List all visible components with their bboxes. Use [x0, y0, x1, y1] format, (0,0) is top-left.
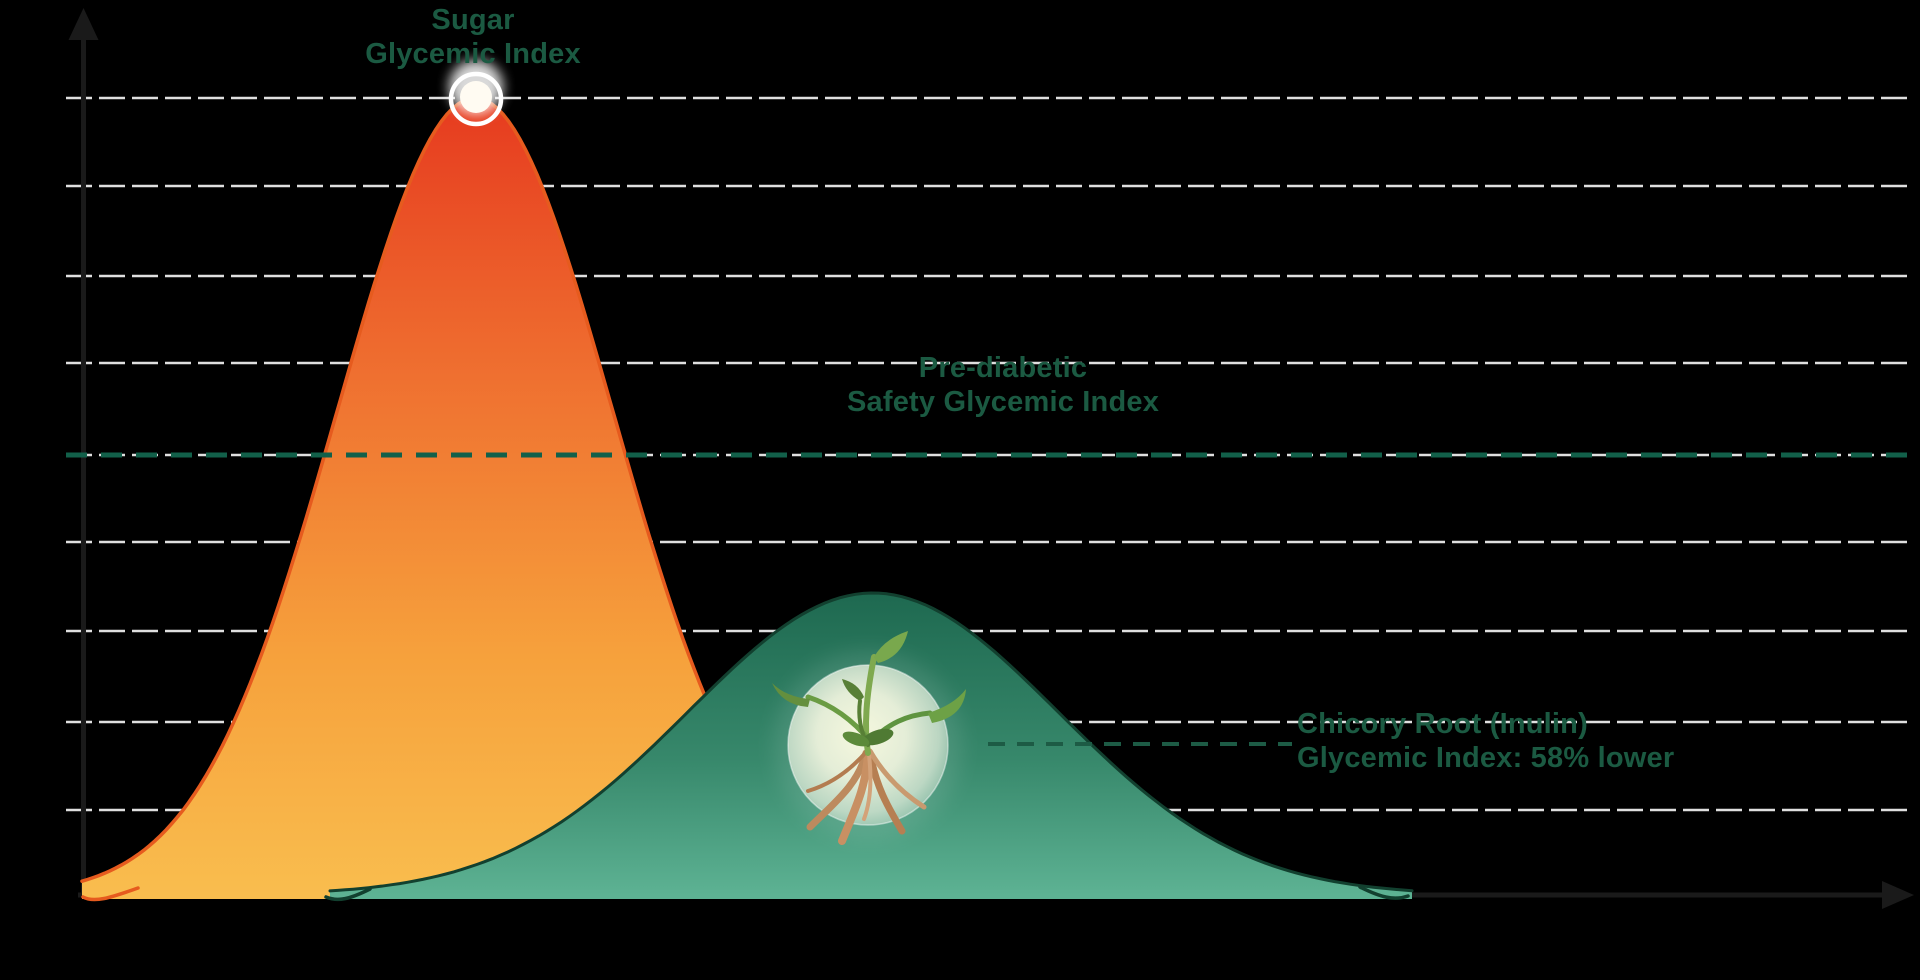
- sugar-label: Sugar Glycemic Index: [365, 3, 581, 71]
- sugar-peak-marker: [448, 60, 504, 127]
- x-axis-arrow-icon: [1882, 881, 1914, 909]
- threshold-label: Pre-diabetic Safety Glycemic Index: [847, 351, 1159, 419]
- threshold-label-line1: Pre-diabetic: [918, 352, 1088, 384]
- y-axis-arrow-icon: [68, 8, 99, 40]
- sugar-label-line1: Sugar: [431, 4, 515, 36]
- chicory-plant-illustration: [772, 631, 966, 845]
- chicory-label-line1: Chicory Root (Inulin): [1297, 708, 1588, 740]
- chicory-curve-line: [328, 591, 1414, 893]
- threshold-label-line2: Safety Glycemic Index: [846, 386, 1160, 418]
- chicory-label: Chicory Root (Inulin) Glycemic Index: 58…: [1297, 707, 1674, 775]
- chicory-tail-flourish-right: [1358, 885, 1410, 900]
- sugar-curve-area: [82, 98, 868, 899]
- chicory-label-line2: Glycemic Index: 58% lower: [1297, 742, 1675, 774]
- sugar-tail-flourish: [81, 886, 140, 902]
- sugar-label-line2: Glycemic Index: [365, 38, 581, 70]
- chicory-tail-flourish-left: [324, 887, 372, 902]
